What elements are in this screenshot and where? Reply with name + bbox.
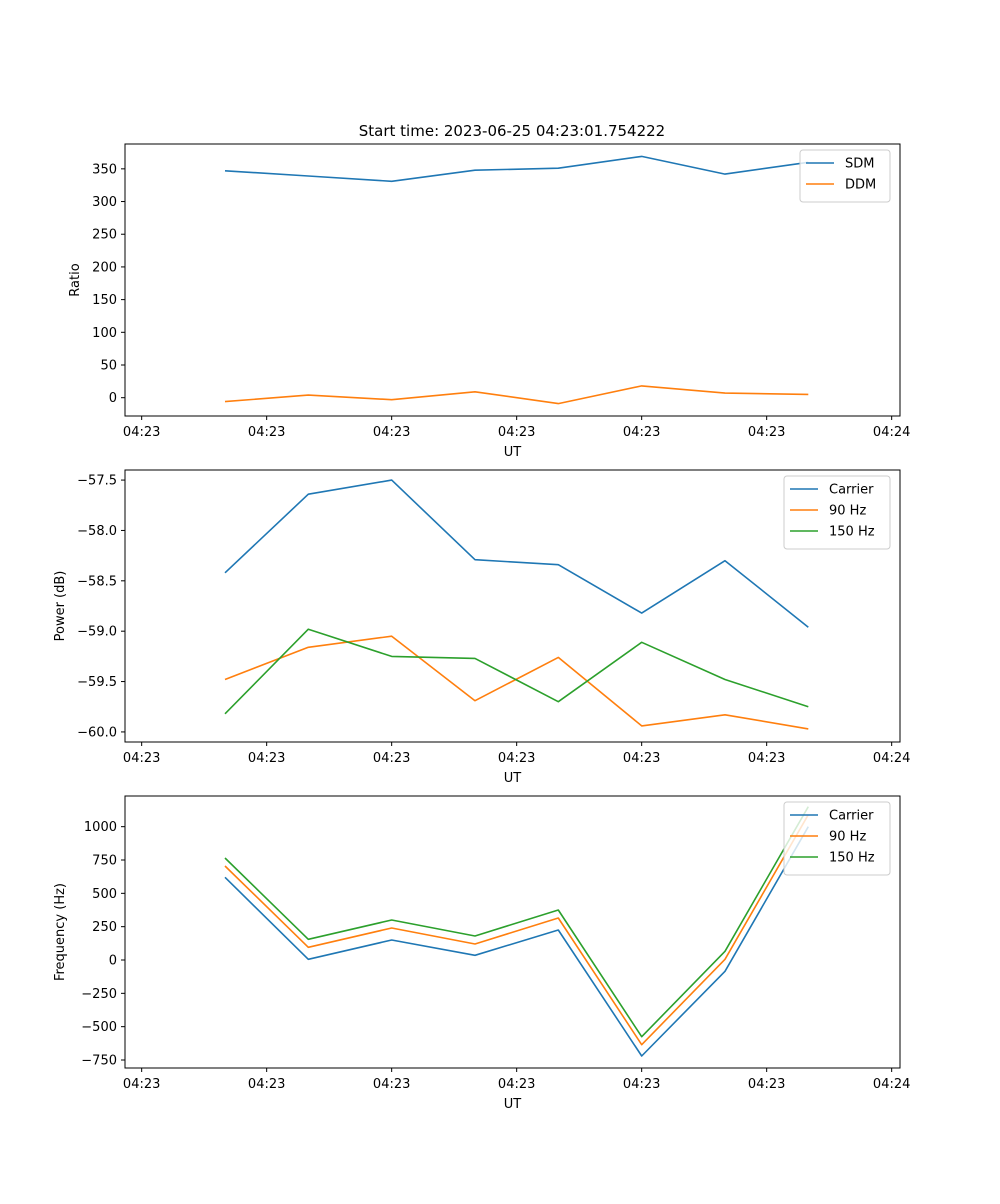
- y-tick-label: −500: [81, 1020, 117, 1035]
- series-line-90-hz: [224, 635, 809, 730]
- y-tick-label: 100: [92, 326, 117, 341]
- x-tick-label: 04:23: [498, 1077, 535, 1092]
- plot-frame: [124, 795, 901, 1069]
- x-tick-label: 04:23: [748, 751, 785, 766]
- legend-label: SDM: [845, 157, 874, 172]
- legend-label: 150 Hz: [829, 851, 875, 866]
- y-tick-label: −58.0: [77, 524, 117, 539]
- x-tick-label: 04:23: [123, 425, 160, 440]
- series-line-carrier: [224, 826, 809, 1057]
- x-tick-label: 04:23: [248, 1077, 285, 1092]
- y-tick-label: −59.5: [77, 675, 117, 690]
- chart-panel-1: 04:23 04:23 04:23 04:23 04:23 04:23 04:24 0 50 10…: [68, 143, 910, 460]
- legend-label: 150 Hz: [829, 525, 875, 540]
- series-line-150-hz: [224, 806, 809, 1038]
- y-tick-label: 50: [100, 359, 117, 374]
- x-tick-label: 04:24: [873, 1077, 910, 1092]
- x-tick-label: 04:23: [123, 1077, 160, 1092]
- x-tick-label: 04:23: [373, 1077, 410, 1092]
- y-tick-label: 250: [92, 228, 117, 243]
- series-line-carrier: [224, 479, 809, 628]
- y-tick-label: 0: [109, 391, 117, 406]
- y-tick-label: −60.0: [77, 725, 117, 740]
- figure-title: Start time: 2023-06-25 04:23:01.754222: [359, 122, 665, 140]
- x-tick-label: 04:23: [248, 751, 285, 766]
- chart-panel-3: 04:23 04:23 04:23 04:23 04:23 04:23 04:24 −750 −…: [53, 795, 910, 1112]
- x-tick-label: 04:23: [373, 751, 410, 766]
- x-tick-label: 04:23: [498, 751, 535, 766]
- y-tick-label: 300: [92, 195, 117, 210]
- x-axis-label: UT: [504, 1097, 522, 1112]
- chart-panel-2: 04:23 04:23 04:23 04:23 04:23 04:23 04:24 −60.0…: [53, 469, 910, 786]
- y-tick-label: 150: [92, 293, 117, 308]
- y-tick-label: −59.0: [77, 625, 117, 640]
- y-tick-label: 350: [92, 162, 117, 177]
- x-tick-label: 04:24: [873, 425, 910, 440]
- y-tick-label: −750: [81, 1054, 117, 1069]
- x-tick-label: 04:23: [248, 425, 285, 440]
- x-tick-label: 04:23: [748, 425, 785, 440]
- x-tick-label: 04:24: [873, 751, 910, 766]
- series-line-sdm: [224, 155, 809, 183]
- y-tick-label: 750: [92, 854, 117, 869]
- y-tick-label: 200: [92, 260, 117, 275]
- y-axis-label: Power (dB): [53, 571, 68, 642]
- legend-label: Carrier: [829, 809, 874, 824]
- x-tick-label: 04:23: [373, 425, 410, 440]
- y-tick-label: 250: [92, 920, 117, 935]
- series-line-150-hz: [224, 628, 809, 715]
- y-tick-label: −250: [81, 987, 117, 1002]
- x-tick-label: 04:23: [623, 425, 660, 440]
- x-tick-label: 04:23: [498, 425, 535, 440]
- x-tick-label: 04:23: [623, 1077, 660, 1092]
- x-axis-label: UT: [504, 445, 522, 460]
- x-tick-label: 04:23: [748, 1077, 785, 1092]
- y-tick-label: −57.5: [77, 474, 117, 489]
- legend-label: 90 Hz: [829, 830, 866, 845]
- x-tick-label: 04:23: [623, 751, 660, 766]
- y-axis-label: Ratio: [68, 263, 83, 296]
- plot-frame: [124, 143, 901, 417]
- legend-label: Carrier: [829, 483, 874, 498]
- y-tick-label: −58.5: [77, 574, 117, 589]
- y-tick-label: 500: [92, 887, 117, 902]
- x-axis-label: UT: [504, 771, 522, 786]
- y-tick-label: 1000: [84, 820, 117, 835]
- series-line-ddm: [224, 385, 809, 405]
- y-tick-label: 0: [109, 954, 117, 969]
- x-tick-label: 04:23: [123, 751, 160, 766]
- legend-label: 90 Hz: [829, 504, 866, 519]
- series-line-90-hz: [224, 814, 809, 1046]
- plot-frame: [124, 469, 901, 743]
- legend-label: DDM: [845, 178, 876, 193]
- y-axis-label: Frequency (Hz): [53, 883, 68, 981]
